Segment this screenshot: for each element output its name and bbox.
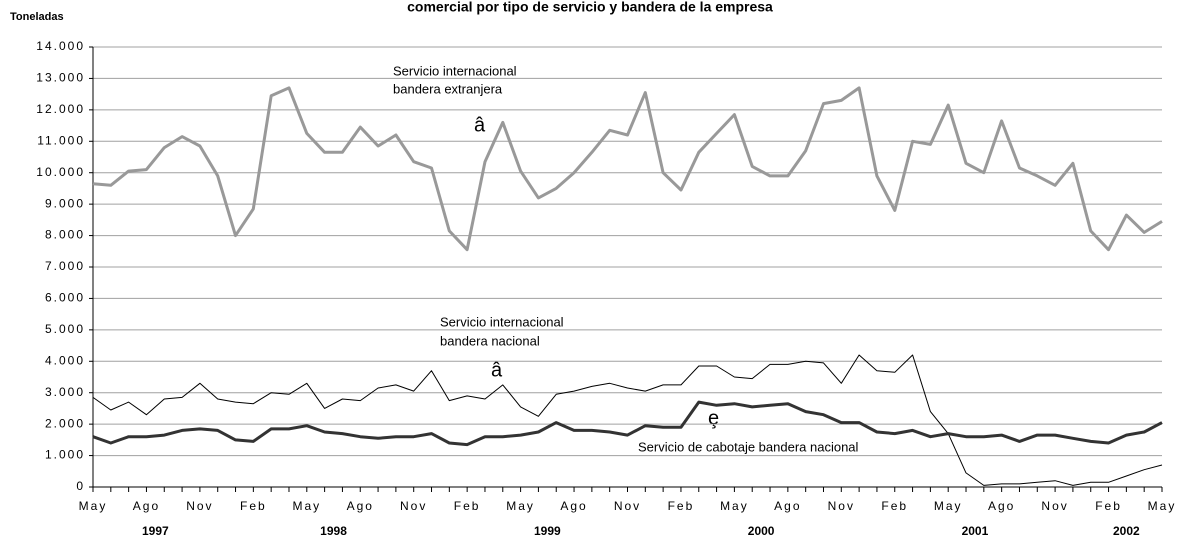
x-tick-label: Ago [133, 499, 160, 513]
y-tick-label: 4.000 [45, 353, 85, 367]
y-tick-label: 7.000 [45, 259, 85, 273]
year-label: 2002 [1113, 524, 1140, 538]
y-tick-label: 9.000 [45, 196, 85, 210]
y-tick-label: 5.000 [45, 322, 85, 336]
annotation: bandera nacional [440, 333, 540, 348]
y-tick-label: 2.000 [45, 416, 85, 430]
series-line [92, 354, 1163, 486]
year-label: 2000 [748, 524, 775, 538]
x-tick-label: May [1148, 499, 1177, 513]
year-label: 1997 [142, 524, 169, 538]
annotation: bandera extranjera [393, 81, 503, 96]
x-tick-label: Nov [1041, 499, 1068, 513]
x-tick-label: May [506, 499, 535, 513]
y-tick-label: 3.000 [45, 385, 85, 399]
annotation: Servicio internacional [393, 63, 517, 78]
x-tick-label: Nov [828, 499, 855, 513]
year-label: 1999 [534, 524, 561, 538]
y-tick-label: 11.000 [37, 133, 85, 147]
annotation: ȩ [708, 407, 719, 429]
series-line [92, 400, 1163, 447]
x-tick-label: Feb [668, 499, 695, 513]
annotation: Servicio de cabotaje bandera nacional [638, 439, 859, 454]
x-tick-label: Nov [614, 499, 641, 513]
x-tick-label: Ago [347, 499, 374, 513]
x-tick-label: Nov [186, 499, 213, 513]
x-tick-label: Ago [988, 499, 1015, 513]
y-tick-label: 10.000 [36, 165, 85, 179]
x-tick-label: May [720, 499, 749, 513]
x-tick-label: Feb [1095, 499, 1122, 513]
annotation: Servicio internacional [440, 314, 564, 329]
x-tick-label: Ago [774, 499, 801, 513]
y-tick-label: 8.000 [45, 228, 85, 242]
x-tick-label: Feb [881, 499, 908, 513]
y-tick-label: 1.000 [45, 448, 85, 462]
y-tick-label: 0 [76, 479, 85, 493]
year-label: 2001 [962, 524, 989, 538]
y-tick-label: 14.000 [36, 39, 85, 53]
x-tick-label: May [934, 499, 963, 513]
x-tick-label: Ago [560, 499, 587, 513]
x-tick-label: Feb [454, 499, 481, 513]
x-tick-label: May [79, 499, 108, 513]
annotation: â [474, 114, 486, 136]
year-label: 1998 [320, 524, 347, 538]
x-tick-label: May [292, 499, 321, 513]
chart-title: comercial por tipo de servicio y bandera… [407, 0, 773, 15]
y-tick-label: 12.000 [36, 102, 85, 116]
annotation: â [491, 359, 503, 381]
y-tick-label: 13.000 [36, 71, 85, 85]
y-axis-label: Toneladas [10, 11, 64, 23]
x-tick-label: Feb [240, 499, 267, 513]
x-tick-label: Nov [400, 499, 427, 513]
y-tick-label: 6.000 [45, 291, 85, 305]
series-line [92, 86, 1163, 252]
